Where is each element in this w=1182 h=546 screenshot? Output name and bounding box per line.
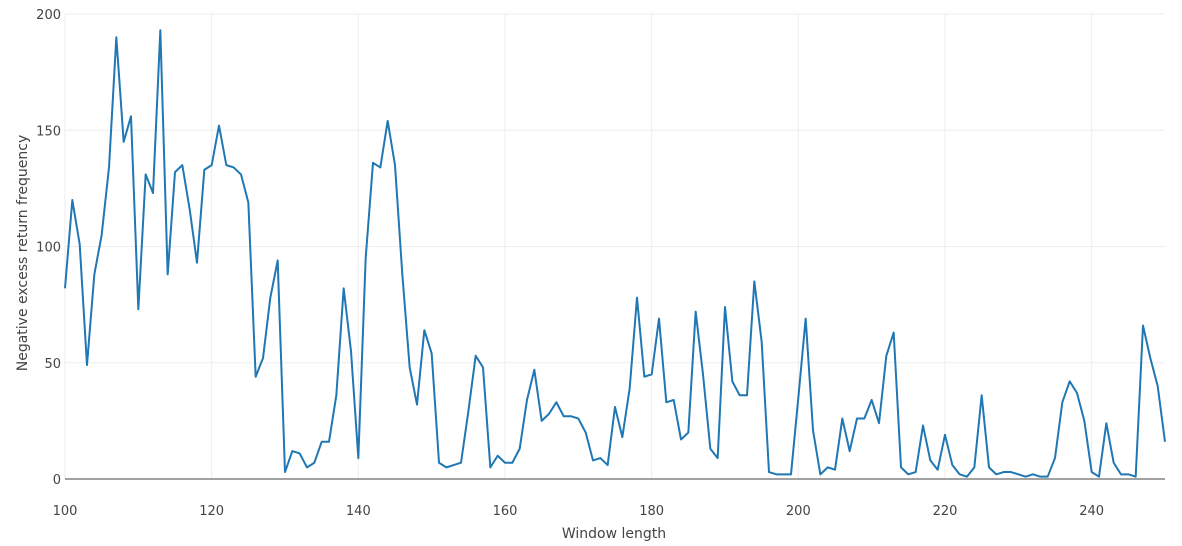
y-tick-label: 100: [36, 241, 61, 256]
x-tick-label: 220: [933, 504, 958, 519]
x-tick-label: 200: [786, 504, 811, 519]
x-tick-label: 100: [53, 504, 78, 519]
y-tick-label: 200: [36, 8, 61, 23]
y-axis-ticks: 0 50 100 150 200: [36, 8, 61, 488]
x-tick-label: 120: [199, 504, 224, 519]
y-tick-label: 150: [36, 124, 61, 139]
y-tick-label: 50: [44, 357, 61, 372]
x-axis-ticks: 100 120 140 160 180 200 220 240: [53, 504, 1104, 519]
x-tick-label: 180: [639, 504, 664, 519]
series-line: [64, 29, 1166, 478]
x-tick-label: 160: [493, 504, 518, 519]
x-tick-label: 140: [346, 504, 371, 519]
grid-lines: [64, 13, 1165, 479]
y-axis-title: Negative excess return frequency: [15, 135, 31, 372]
x-tick-label: 240: [1079, 504, 1104, 519]
y-tick-label: 0: [53, 473, 61, 488]
x-axis-title: Window length: [562, 526, 666, 542]
